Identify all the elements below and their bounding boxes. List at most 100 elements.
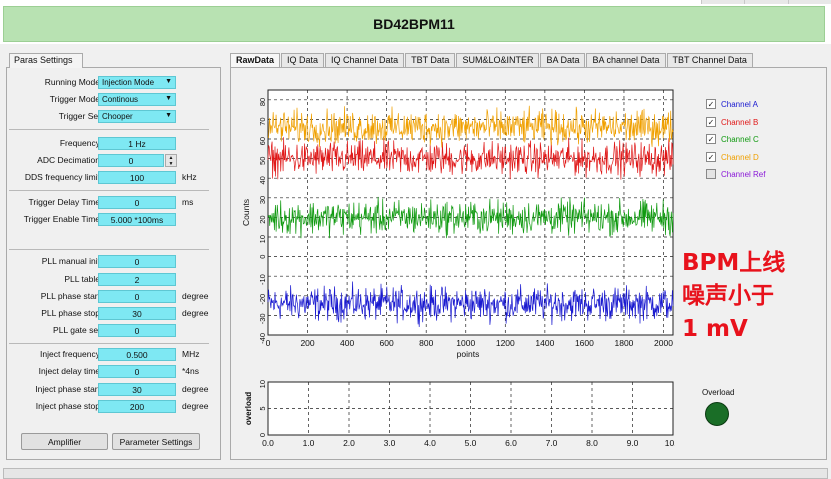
series-line-channel-a — [267, 281, 674, 328]
pll-manual-init-field[interactable]: 0 — [98, 255, 176, 268]
legend-label-channel-ref: Channel Ref — [721, 169, 766, 179]
pll-phase-stop-unit: degree — [182, 308, 209, 318]
dds-limit-field[interactable]: 100 — [98, 171, 176, 184]
x-tick-label: 1000 — [456, 338, 475, 348]
dds-limit-label: DDS frequency limit — [24, 172, 100, 182]
inject-frequency-field[interactable]: 0.500 — [98, 348, 176, 361]
inject-phase-start-field[interactable]: 30 — [98, 383, 176, 396]
inject-phase-stop-field[interactable]: 200 — [98, 400, 176, 413]
y-tick-label: 20 — [258, 215, 267, 223]
noise-annotation: BPM上线 噪声小于 1 mV — [682, 247, 822, 346]
stepper-up-icon[interactable]: ▲ — [168, 155, 174, 161]
x-tick-label: 6.0 — [505, 438, 517, 448]
pll-gate-sel-field[interactable]: 0 — [98, 324, 176, 337]
checkbox-channel-a[interactable]: ✓ — [706, 99, 716, 109]
overload-chart: 0 5 10 0.0 1.0 2.0 3.0 4.0 5.0 6.0 7.0 8.0 9.0 10.0 ov… — [244, 380, 675, 448]
trigger-sel-dropdown[interactable]: Chooper ▼ — [98, 110, 176, 123]
dds-limit-unit: kHz — [182, 172, 197, 182]
stepper-down-icon[interactable]: ▼ — [168, 161, 174, 167]
frequency-row: Frequency 1 Hz — [7, 137, 222, 151]
legend-label-channel-a: Channel A — [721, 99, 758, 109]
trigger-delay-field[interactable]: 0 — [98, 196, 176, 209]
pll-manual-init-label: PLL manual init — [41, 256, 100, 266]
legend-channel-d[interactable]: ✓ Channel D — [706, 151, 759, 163]
x-tick-label: 400 — [340, 338, 354, 348]
running-mode-dropdown[interactable]: Injection Mode ▼ — [98, 76, 176, 89]
legend-channel-a[interactable]: ✓ Channel A — [706, 98, 758, 110]
inject-phase-stop-unit: degree — [182, 401, 209, 411]
close-button[interactable] — [787, 0, 831, 4]
x-tick-label: 10.0 — [665, 438, 675, 448]
inject-delay-field[interactable]: 0 — [98, 365, 176, 378]
x-tick-label: 2.0 — [343, 438, 355, 448]
y-axis-label: overload — [244, 392, 253, 425]
checkbox-channel-d[interactable]: ✓ — [706, 152, 716, 162]
pll-phase-stop-field[interactable]: 30 — [98, 307, 176, 320]
pll-gate-sel-row: PLL gate sel 0 — [7, 324, 222, 338]
legend-channel-b[interactable]: ✓ Channel B — [706, 116, 758, 128]
pll-phase-start-unit: degree — [182, 291, 209, 301]
checkbox-channel-ref[interactable] — [706, 169, 716, 179]
tab-ba-channel-data[interactable]: BA channel Data — [586, 53, 666, 68]
x-tick-label: 800 — [419, 338, 433, 348]
checkbox-channel-b[interactable]: ✓ — [706, 117, 716, 127]
legend-channel-c[interactable]: ✓ Channel C — [706, 133, 759, 145]
y-tick-label: 0 — [258, 255, 267, 259]
inject-delay-unit: *4ns — [182, 366, 200, 376]
x-tick-label: 3.0 — [384, 438, 396, 448]
y-tick-label: -10 — [258, 274, 267, 285]
overload-label: Overload — [702, 388, 735, 397]
frequency-field[interactable]: 1 Hz — [98, 137, 176, 150]
pll-gate-sel-label: PLL gate sel — [53, 325, 100, 335]
separator — [9, 190, 209, 191]
pll-phase-start-row: PLL phase start 0 degree — [7, 290, 222, 304]
pll-phase-stop-label: PLL phase stop — [41, 308, 100, 318]
legend-label-channel-c: Channel C — [721, 134, 759, 144]
y-tick-label: 80 — [258, 98, 267, 106]
pll-phase-start-field[interactable]: 0 — [98, 290, 176, 303]
tab-tbt-data[interactable]: TBT Data — [405, 53, 456, 68]
legend-label-channel-d: Channel D — [721, 152, 759, 162]
legend-channel-ref[interactable]: Channel Ref — [706, 168, 765, 180]
y-tick-label: 5 — [258, 407, 267, 411]
y-tick-label: 70 — [258, 117, 267, 125]
y-tick-label: 40 — [258, 176, 267, 184]
trigger-mode-row: Trigger Mode Continous ▼ — [7, 93, 222, 107]
trigger-enable-field[interactable]: 5.000 *100ms — [98, 213, 176, 226]
tab-tbt-channel-data[interactable]: TBT Channel Data — [666, 53, 753, 68]
pll-table-field[interactable]: 2 — [98, 273, 176, 286]
adc-decimation-field[interactable]: 0 — [98, 154, 164, 167]
x-tick-label: 0.0 — [262, 438, 274, 448]
annotation-line: BPM上线 — [682, 250, 786, 276]
maximize-button[interactable] — [744, 0, 788, 4]
trigger-mode-dropdown[interactable]: Continous ▼ — [98, 93, 176, 106]
y-tick-label: 60 — [258, 137, 267, 145]
inject-phase-stop-row: Inject phase stop 200 degree — [7, 400, 222, 414]
minimize-button[interactable] — [701, 0, 745, 4]
paras-settings-panel: Running Mode Injection Mode ▼ Trigger Mod… — [6, 67, 221, 460]
x-tick-label: 9.0 — [627, 438, 639, 448]
parameter-settings-button[interactable]: Parameter Settings — [112, 433, 200, 450]
y-tick-label: 50 — [258, 157, 267, 165]
x-tick-label: 600 — [380, 338, 394, 348]
tab-iq-channel-data[interactable]: IQ Channel Data — [325, 53, 405, 68]
inject-phase-start-label: Inject phase start — [35, 384, 100, 394]
trigger-delay-label: Trigger Delay Time — [28, 197, 100, 207]
tab-iq-data[interactable]: IQ Data — [281, 53, 325, 68]
frequency-label: Frequency — [59, 138, 100, 148]
amplifier-button[interactable]: Amplifier — [21, 433, 108, 450]
x-tick-label: 7.0 — [546, 438, 558, 448]
trigger-sel-value: Chooper — [102, 112, 133, 121]
y-tick-label: -30 — [258, 313, 267, 324]
tab-ba-data[interactable]: BA Data — [540, 53, 586, 68]
inject-frequency-unit: MHz — [182, 349, 200, 359]
trigger-enable-row: Trigger Enable Time 5.000 *100ms — [7, 213, 222, 227]
adc-decimation-stepper[interactable]: ▲ ▼ — [165, 154, 177, 167]
x-tick-label: 200 — [300, 338, 314, 348]
tab-rawdata[interactable]: RawData — [230, 53, 281, 68]
checkbox-channel-c[interactable]: ✓ — [706, 134, 716, 144]
tab-sum-lo-inter[interactable]: SUM&LO&INTER — [456, 53, 540, 68]
tab-paras-settings[interactable]: Paras Settings — [9, 53, 83, 68]
running-mode-label: Running Mode — [44, 77, 100, 87]
x-tick-label: 1.0 — [303, 438, 315, 448]
